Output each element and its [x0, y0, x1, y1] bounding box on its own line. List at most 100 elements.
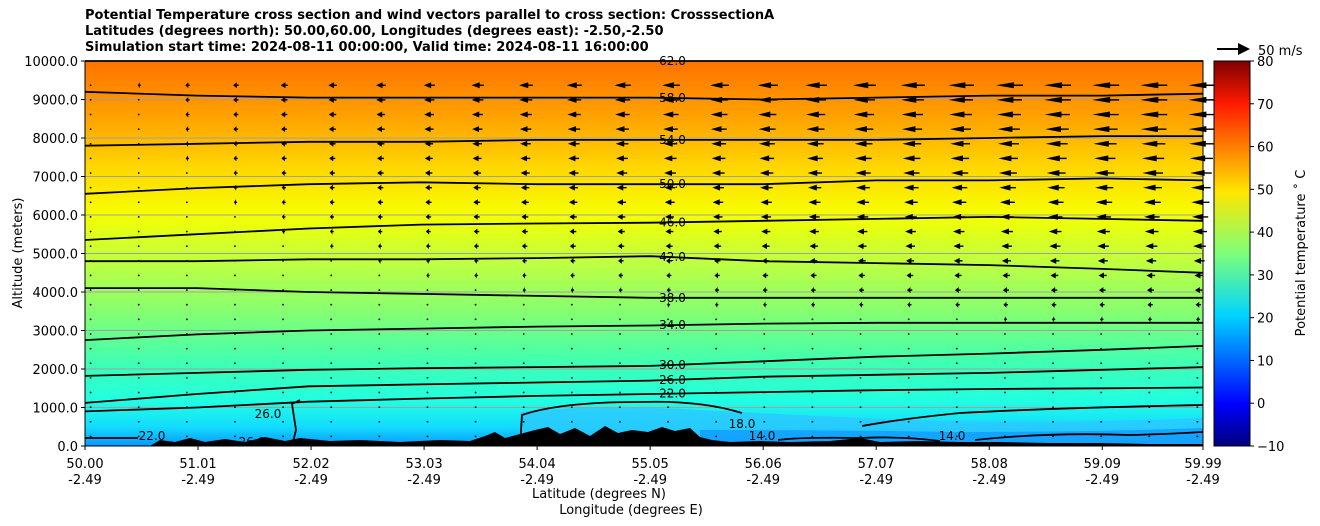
wind-vector-dot [619, 391, 621, 394]
wind-vector-dot [1196, 347, 1199, 350]
wind-vector-dot [907, 376, 910, 379]
wind-vector-dot [185, 303, 188, 306]
wind-vector-dot [522, 347, 525, 350]
wind-vector-dot [185, 289, 188, 291]
wind-vector [569, 228, 575, 235]
wind-vector-dot [185, 435, 188, 438]
wind-vector-dot [137, 362, 140, 365]
wind-vector-dot [859, 318, 862, 321]
wind-vector-dot [715, 435, 718, 438]
wind-vector-dot [89, 347, 92, 350]
wind-vector-dot [137, 274, 140, 277]
contour-line [84, 386, 1204, 413]
wind-vector-dot [1148, 435, 1151, 438]
wind-vector-dot [330, 362, 333, 365]
x-tick-label-lon: -2.49 [407, 473, 441, 488]
wind-vector-dot [667, 347, 669, 350]
x-tick-label-lat: 50.00 [66, 457, 103, 472]
y-tick-label: 1000.0 [33, 402, 79, 417]
wind-vector-dot [1052, 391, 1054, 394]
wind-vector-dot [137, 420, 140, 423]
x-axis: 50.00-2.4951.01-2.4952.02-2.4953.03-2.49… [66, 446, 1222, 488]
wind-vector-dot [89, 406, 92, 409]
wind-vector-dot [1100, 435, 1103, 438]
wind-vector [1189, 140, 1206, 147]
contour-label: 54.0 [659, 133, 686, 147]
wind-vector-dot [859, 347, 862, 350]
wind-vector-dot [89, 303, 92, 306]
wind-vector-dot [185, 391, 188, 394]
wind-vector-dot [282, 391, 284, 394]
wind-vector-dot [426, 318, 429, 321]
wind-vector [376, 126, 383, 133]
wind-vector-dot [619, 347, 621, 350]
wind-vector [378, 243, 381, 250]
wind-vector-dot [378, 347, 381, 350]
wind-vector-dot [1052, 347, 1054, 350]
wind-vector [1189, 155, 1206, 162]
x-tick-label-lon: -2.49 [746, 473, 780, 488]
contour-line [974, 431, 1204, 441]
x-tick-label-lat: 56.06 [745, 457, 782, 472]
wind-vector-dot [522, 362, 525, 365]
x-tick-label-lon: -2.49 [633, 473, 667, 488]
wind-vector-dot [234, 362, 236, 365]
terrain [150, 426, 1203, 446]
wind-vector-dot [89, 98, 92, 101]
contour-line [85, 255, 1204, 274]
wind-vector-dot [667, 333, 669, 335]
wind-vector-dot [955, 435, 958, 438]
wind-vector [377, 170, 382, 177]
wind-vector-dot [234, 303, 236, 306]
x-tick-label-lon: -2.49 [859, 473, 893, 488]
y-tick-label: 4000.0 [33, 286, 79, 301]
wind-vector-dot [859, 362, 862, 365]
wind-vector-dot [474, 391, 477, 394]
wind-vector-dot [1148, 362, 1151, 365]
wind-vector-dot [570, 391, 573, 394]
wind-vector-dot [282, 318, 284, 321]
wind-vector-dot [811, 406, 814, 409]
colorbar-tick-label: −10 [1257, 440, 1284, 455]
wind-vector-dot [137, 406, 140, 409]
y-axis: 0.0 1000.0 2000.0 3000.0 4000.0 5000.0 6000.0 7… [24, 55, 85, 455]
wind-vector-dot [137, 216, 140, 218]
wind-vector [906, 272, 911, 279]
wind-vector-dot [763, 333, 766, 335]
wind-vector-dot [137, 186, 140, 189]
wind-vector-dot [330, 435, 333, 438]
wind-vector-dot [955, 362, 958, 365]
wind-vector-dot [907, 406, 910, 409]
wind-vector-dot [426, 289, 429, 291]
wind-vector-dot [137, 128, 140, 131]
wind-vector-dot [89, 113, 92, 116]
wind-vector-dot [474, 318, 477, 321]
wind-vector-dot [474, 347, 477, 350]
wind-vector-dot [89, 274, 92, 277]
wind-vector-dot [137, 289, 140, 291]
wind-vector [903, 184, 914, 191]
wind-vector-dot [955, 420, 958, 423]
wind-vector [377, 213, 381, 220]
wind-vector-dot [763, 420, 766, 423]
x-axis-title-line-1: Latitude (degrees N) [532, 487, 666, 502]
x-tick-label-lat: 58.08 [971, 457, 1008, 472]
wind-vector-dot [1052, 376, 1054, 379]
wind-vector-dot [907, 391, 910, 394]
y-tick-label: 9000.0 [33, 94, 79, 109]
x-tick-label-lat: 59.09 [1084, 457, 1121, 472]
wind-vector-dot [137, 435, 140, 438]
wind-vector-dot [619, 318, 621, 321]
wind-vector-dot [474, 362, 477, 365]
y-tick-label: 0.0 [57, 440, 78, 455]
x-tick-label-lat: 55.05 [632, 457, 669, 472]
wind-vector-dot [234, 318, 236, 321]
wind-vector-dot [89, 289, 92, 291]
wind-vector-dot [89, 245, 92, 248]
wind-vector-dot [1004, 391, 1006, 394]
wind-vector-dot [474, 420, 477, 423]
wind-vector-dot [1196, 435, 1199, 438]
y-tick-label: 6000.0 [33, 209, 79, 224]
wind-vector [376, 155, 382, 162]
wind-vector-dot [619, 303, 621, 306]
